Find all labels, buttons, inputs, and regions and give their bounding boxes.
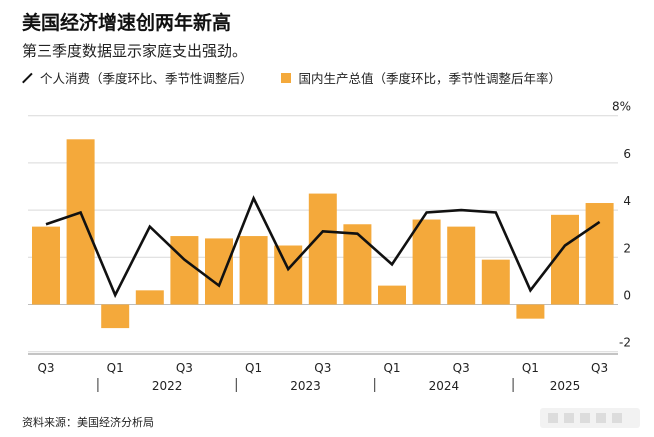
legend-item-consumption: 个人消费（季度环比、季节性调整后） — [22, 68, 253, 87]
x-tick-label: Q1 — [522, 361, 539, 375]
y-tick-label: 0 — [623, 289, 631, 303]
x-tick-label: Q3 — [591, 361, 608, 375]
gdp-bar — [412, 219, 441, 305]
bar-swatch-icon — [280, 72, 291, 83]
year-label: 2025 — [550, 379, 581, 393]
legend-label-gdp: 国内生产总值（季度环比，季节性调整后年率） — [298, 71, 562, 86]
x-tick-label: Q3 — [37, 361, 54, 375]
year-label: 2023 — [290, 379, 321, 393]
gdp-bar — [205, 238, 233, 305]
gdp-bar — [447, 226, 476, 305]
y-tick-label: 2 — [623, 241, 631, 255]
gdp-bar — [516, 304, 545, 319]
gdp-bar — [101, 304, 130, 329]
gdp-bar — [585, 203, 614, 305]
x-tick-label: Q3 — [453, 361, 470, 375]
x-tick-label: Q1 — [383, 361, 400, 375]
legend-label-consumption: 个人消费（季度环比、季节性调整后） — [40, 71, 253, 86]
gdp-bar — [66, 139, 95, 305]
gdp-bar — [32, 226, 60, 305]
x-tick-label: Q3 — [176, 361, 193, 375]
gdp-bar — [170, 236, 199, 305]
gdp-bar — [343, 224, 372, 305]
y-tick-label: -2 — [619, 336, 631, 350]
source-note: 资料来源：美国经济分析局 — [22, 416, 154, 429]
x-tick-label: Q3 — [314, 361, 331, 375]
y-tick-label: 8% — [612, 100, 631, 114]
y-tick-label: 4 — [623, 194, 631, 208]
watermark-logo — [540, 408, 640, 428]
x-tick-label: Q1 — [245, 361, 262, 375]
x-tick-label: Q1 — [107, 361, 124, 375]
gdp-bar — [239, 236, 268, 305]
legend: 个人消费（季度环比、季节性调整后） 国内生产总值（季度环比，季节性调整后年率） — [22, 68, 561, 87]
consumption-line — [45, 195, 601, 299]
gdp-bar — [308, 193, 337, 305]
chart-title: 美国经济增速创两年新高 — [22, 12, 232, 34]
gdp-bar — [378, 285, 406, 305]
y-tick-label: 6 — [623, 147, 631, 161]
legend-item-gdp: 国内生产总值（季度环比，季节性调整后年率） — [253, 68, 562, 87]
gdp-bar — [481, 259, 510, 305]
year-label: 2022 — [152, 379, 183, 393]
gdp-bar — [274, 245, 303, 305]
year-label: 2024 — [429, 379, 460, 393]
chart-subtitle: 第三季度数据显示家庭支出强劲。 — [22, 42, 248, 60]
gdp-bar — [135, 290, 164, 305]
